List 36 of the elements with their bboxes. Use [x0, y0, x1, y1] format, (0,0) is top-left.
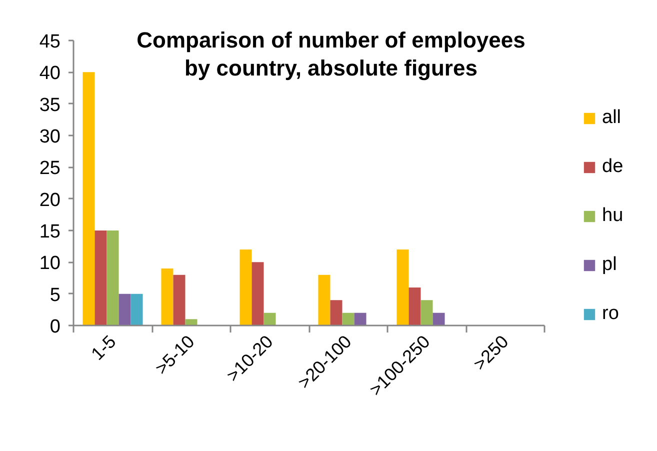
y-tick-label: 35: [39, 94, 61, 116]
bar: [408, 288, 421, 326]
bar: [161, 268, 174, 326]
bar: [354, 312, 366, 326]
bar: [106, 230, 119, 326]
bar: [330, 300, 342, 326]
bar: [118, 294, 131, 326]
bar: [173, 274, 186, 326]
x-tick-label: 1-5: [87, 331, 120, 364]
y-tick-label: 5: [50, 284, 61, 306]
bar: [342, 312, 354, 326]
bar: [185, 319, 198, 326]
bar: [82, 72, 95, 326]
bar: [130, 294, 143, 326]
legend-label: pl: [602, 254, 618, 276]
legend-label: ro: [602, 303, 620, 325]
legend-label: hu: [602, 205, 624, 227]
bar: [240, 250, 252, 326]
bar: [396, 250, 409, 326]
bar: [318, 274, 330, 326]
bar: [420, 300, 433, 326]
y-tick-label: 15: [39, 222, 61, 242]
legend-label: all: [602, 107, 622, 129]
y-tick-label: 10: [39, 253, 61, 274]
y-tick-label: 0: [50, 316, 61, 338]
legend-label: de: [602, 156, 624, 178]
bar: [252, 262, 264, 326]
chart-title: Comparison of number of employees by country, absolute figures: [136, 28, 526, 80]
y-tick-label: 20: [39, 190, 61, 211]
y-tick-label: 40: [39, 63, 61, 84]
bar: [94, 230, 107, 326]
y-tick-label: 45: [39, 32, 61, 52]
y-tick-label: 30: [39, 126, 61, 148]
y-tick-label: 25: [39, 158, 61, 180]
bar: [432, 312, 445, 326]
bar: [264, 312, 276, 326]
